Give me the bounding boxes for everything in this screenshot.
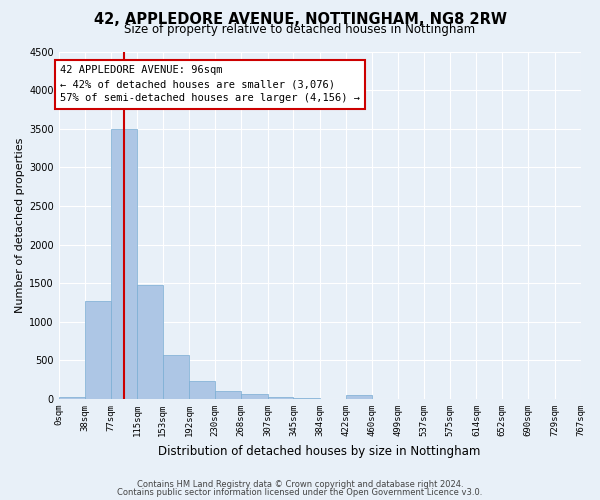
Bar <box>215 390 241 399</box>
X-axis label: Distribution of detached houses by size in Nottingham: Distribution of detached houses by size … <box>158 444 481 458</box>
Text: Contains public sector information licensed under the Open Government Licence v3: Contains public sector information licen… <box>118 488 482 497</box>
Text: 42 APPLEDORE AVENUE: 96sqm
← 42% of detached houses are smaller (3,076)
57% of s: 42 APPLEDORE AVENUE: 96sqm ← 42% of deta… <box>60 66 360 104</box>
Y-axis label: Number of detached properties: Number of detached properties <box>15 138 25 313</box>
Bar <box>268 396 293 399</box>
Text: Size of property relative to detached houses in Nottingham: Size of property relative to detached ho… <box>124 22 476 36</box>
Text: 42, APPLEDORE AVENUE, NOTTINGHAM, NG8 2RW: 42, APPLEDORE AVENUE, NOTTINGHAM, NG8 2R… <box>94 12 506 28</box>
Bar <box>59 396 85 399</box>
Bar <box>137 284 163 399</box>
Bar <box>241 394 268 399</box>
Bar <box>163 355 190 399</box>
Bar <box>346 395 371 399</box>
Bar <box>190 380 215 399</box>
Bar <box>111 128 137 399</box>
Bar <box>85 301 111 399</box>
Bar <box>293 398 320 399</box>
Text: Contains HM Land Registry data © Crown copyright and database right 2024.: Contains HM Land Registry data © Crown c… <box>137 480 463 489</box>
